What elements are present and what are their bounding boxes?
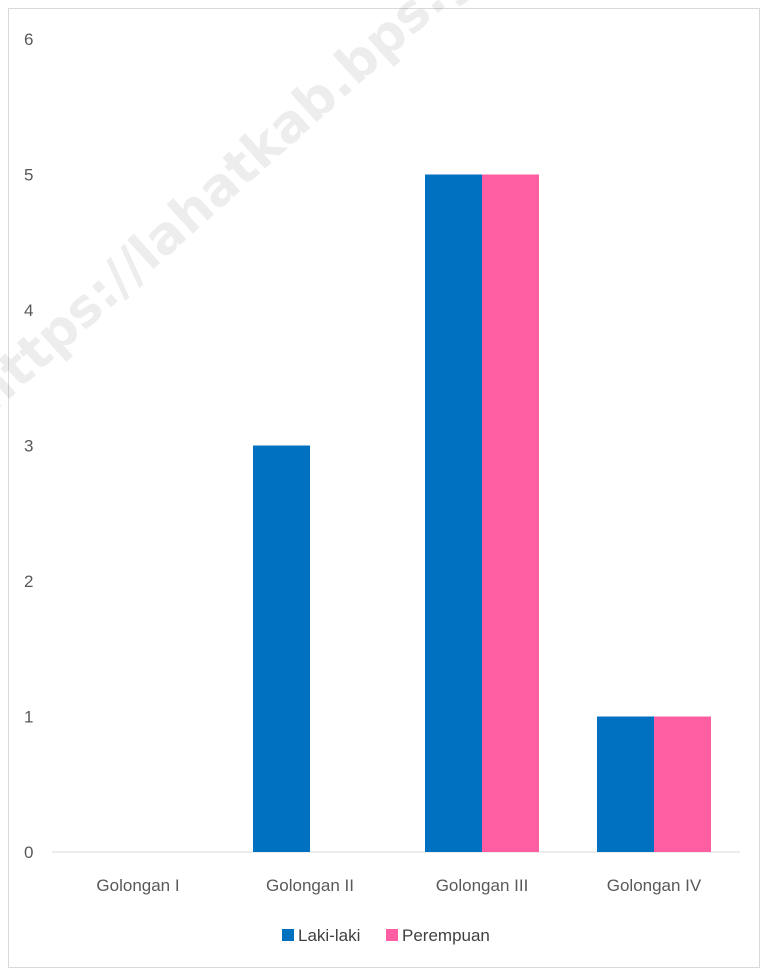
bars [253, 174, 711, 852]
legend-label: Laki-laki [298, 926, 360, 945]
bar [425, 174, 482, 852]
bar [597, 716, 654, 852]
legend: Laki-laki Perempuan [282, 926, 490, 945]
y-tick-label: 2 [24, 572, 33, 591]
x-tick-label: Golongan II [266, 876, 354, 895]
bar [654, 716, 711, 852]
y-tick-label: 1 [24, 708, 33, 727]
y-axis-ticks: 0 1 2 3 4 5 6 [24, 30, 33, 862]
bar [482, 174, 539, 852]
y-tick-label: 4 [24, 301, 33, 320]
bar [253, 445, 310, 852]
x-tick-label: Golongan IV [607, 876, 702, 895]
legend-label: Perempuan [402, 926, 490, 945]
legend-swatch [386, 929, 398, 941]
y-tick-label: 0 [24, 843, 33, 862]
y-tick-label: 6 [24, 30, 33, 49]
y-tick-label: 3 [24, 437, 33, 456]
x-tick-label: Golongan III [436, 876, 529, 895]
x-tick-label: Golongan I [96, 876, 179, 895]
x-axis-ticks: Golongan I Golongan II Golongan III Golonga… [96, 876, 702, 895]
y-tick-label: 5 [24, 166, 33, 185]
legend-swatch [282, 929, 294, 941]
